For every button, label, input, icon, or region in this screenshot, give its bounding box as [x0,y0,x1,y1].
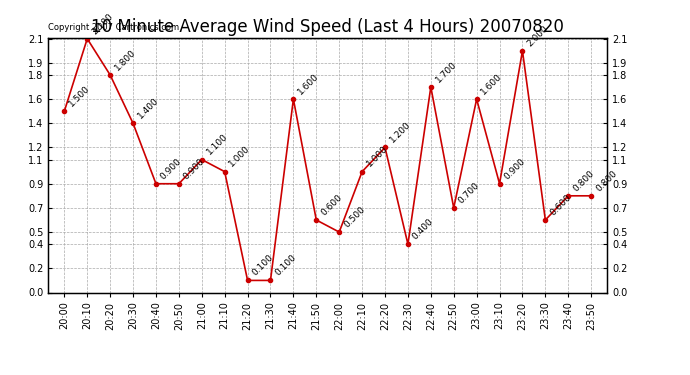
Text: 0.600: 0.600 [548,192,573,217]
Text: 0.100: 0.100 [250,253,275,278]
Text: 0.900: 0.900 [502,156,527,181]
Text: 1.800: 1.800 [113,48,137,72]
Text: 2.000: 2.000 [525,24,550,48]
Text: 0.900: 0.900 [181,156,206,181]
Text: 1.000: 1.000 [365,144,390,169]
Text: 0.900: 0.900 [159,156,184,181]
Text: 1.600: 1.600 [480,72,504,96]
Text: 1.500: 1.500 [67,84,92,108]
Text: 1.400: 1.400 [136,96,160,120]
Text: 0.800: 0.800 [594,168,619,193]
Text: 0.700: 0.700 [457,180,481,205]
Text: 0.500: 0.500 [342,205,366,229]
Text: 0.800: 0.800 [571,168,595,193]
Text: 1.200: 1.200 [388,120,413,145]
Text: 0.400: 0.400 [411,217,435,242]
Text: 0.100: 0.100 [273,253,298,278]
Text: Copyright 2007 Cartronics.com: Copyright 2007 Cartronics.com [48,23,179,32]
Text: 1.700: 1.700 [433,60,458,84]
Text: 1.000: 1.000 [228,144,252,169]
Text: 1.100: 1.100 [204,132,229,157]
Title: 10 Minute Average Wind Speed (Last 4 Hours) 20070820: 10 Minute Average Wind Speed (Last 4 Hou… [91,18,564,36]
Text: 0.600: 0.600 [319,192,344,217]
Text: 2.100: 2.100 [90,11,115,36]
Text: 1.600: 1.600 [296,72,321,96]
